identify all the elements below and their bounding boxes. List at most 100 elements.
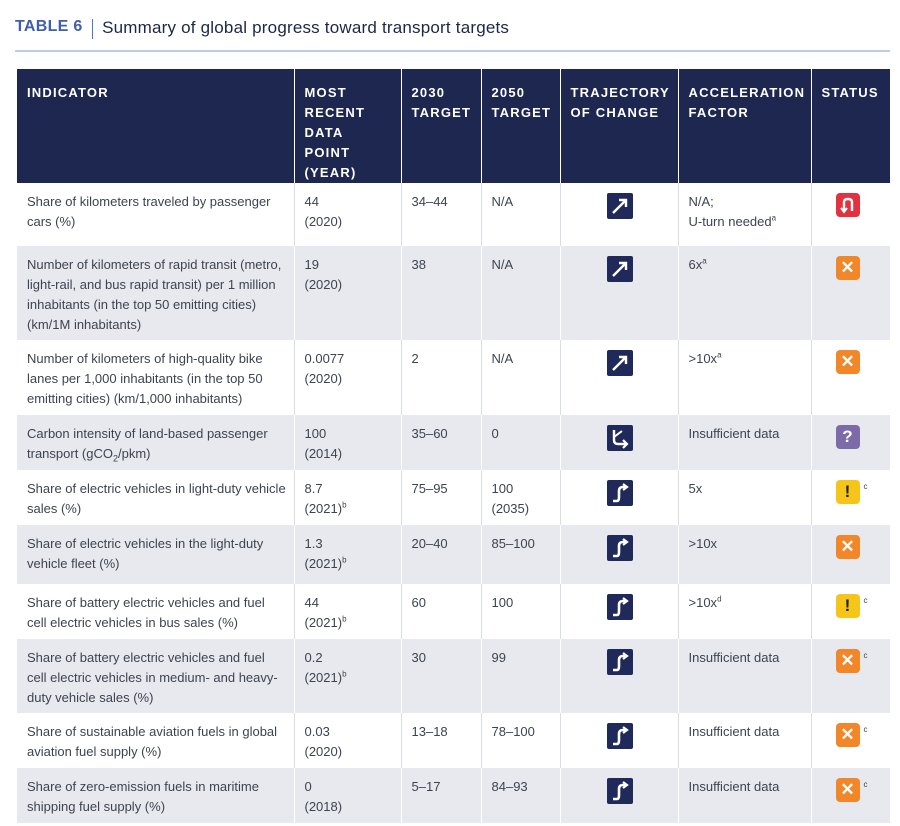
- cell-indicator: Share of electric vehicles in the light-…: [17, 525, 294, 584]
- recent-value: 8.7: [304, 481, 323, 496]
- recent-value: 0.0077: [304, 351, 345, 366]
- s-curve-up-arrow-icon: [606, 535, 633, 561]
- table-row: Carbon intensity of land-based passenger…: [17, 415, 890, 470]
- cell-status: ! c: [810, 470, 890, 525]
- recent-year: (2021): [304, 670, 343, 685]
- x-icon: ✕: [835, 535, 860, 559]
- recent-value: 0: [304, 779, 312, 794]
- cell-acceleration: N/A; U-turn neededa: [677, 183, 811, 246]
- cell-most-recent: 0.03 (2020): [293, 713, 401, 768]
- recent-year: (2021): [304, 501, 343, 516]
- target-2050-year: (2035): [491, 501, 530, 516]
- acceleration-value: Insufficient data: [688, 650, 780, 665]
- header-2050-target: 2050 TARGET: [480, 69, 560, 183]
- recent-value: 0.2: [304, 650, 323, 665]
- cell-status: ?: [810, 415, 890, 470]
- target-2030: 5–17: [411, 779, 441, 794]
- x-icon: ✕: [835, 649, 860, 673]
- cell-2030-target: 13–18: [400, 713, 481, 768]
- cell-indicator: Carbon intensity of land-based passenger…: [17, 415, 294, 470]
- acceleration-line: Insufficient data: [689, 648, 805, 668]
- cell-most-recent: 0 (2018): [293, 768, 401, 823]
- acceleration-value: 5x: [688, 481, 703, 496]
- cell-most-recent: 8.7 (2021)b: [293, 470, 401, 525]
- status-wrap: ✕ c: [835, 722, 868, 747]
- target-2030: 75–95: [411, 481, 448, 496]
- cell-trajectory: [559, 639, 678, 713]
- cell-trajectory: [559, 584, 678, 639]
- diagonal-up-arrow-icon: [606, 256, 633, 282]
- acceleration-line: >10x: [689, 534, 805, 554]
- acceleration-line-2: U-turn neededa: [689, 212, 805, 232]
- cell-acceleration: 6xa: [677, 246, 811, 340]
- cell-trajectory: [559, 246, 678, 340]
- progress-table: INDICATOR MOST RECENT DATA POINT (YEAR) …: [17, 69, 890, 823]
- cell-acceleration: 5x: [677, 470, 811, 525]
- target-2050: 78–100: [491, 724, 535, 739]
- recent-year: (2020): [304, 371, 343, 386]
- acceleration-footnote: d: [717, 594, 722, 604]
- recent-year-line: (2018): [305, 797, 395, 817]
- cell-2050-target: 78–100: [480, 713, 560, 768]
- recent-year-line: (2014): [305, 444, 395, 464]
- header-trajectory: TRAJECTORY OF CHANGE: [559, 69, 678, 183]
- acceleration-line: Insufficient data: [689, 424, 805, 444]
- cell-indicator: Share of kilometers traveled by passenge…: [17, 183, 294, 246]
- cell-trajectory: [559, 415, 678, 470]
- target-2030: 38: [411, 257, 426, 272]
- question-icon: ?: [835, 425, 860, 449]
- status-footnote: c: [863, 596, 868, 605]
- cell-indicator: Share of battery electric vehicles and f…: [17, 584, 294, 639]
- acceleration-line: N/A;: [689, 192, 805, 212]
- recent-value: 0.03: [304, 724, 330, 739]
- title-divider: [91, 19, 94, 39]
- recent-year-line: (2021)b: [305, 668, 395, 688]
- target-2050: 84–93: [491, 779, 528, 794]
- recent-value: 1.3: [304, 536, 323, 551]
- acceleration-value: >10x: [688, 351, 718, 366]
- cell-indicator: Share of zero-emission fuels in maritime…: [17, 768, 294, 823]
- cell-status: ! c: [810, 584, 890, 639]
- s-curve-up-arrow-icon: [606, 778, 633, 804]
- status-wrap: ✕ c: [835, 777, 868, 802]
- cell-most-recent: 19 (2020): [293, 246, 401, 340]
- status-wrap: ✕: [835, 349, 860, 374]
- indicator-text: Share of kilometers traveled by passenge…: [27, 194, 271, 229]
- acceleration-value: 6x: [688, 257, 703, 272]
- recent-value: 19: [304, 257, 319, 272]
- status-footnote: c: [863, 651, 868, 660]
- target-2050: 85–100: [491, 536, 535, 551]
- cell-most-recent: 0.0077 (2020): [293, 340, 401, 415]
- recent-footnote: b: [342, 614, 347, 624]
- recent-year-line: (2020): [305, 212, 395, 232]
- indicator-tail: /pkm): [118, 446, 151, 461]
- cell-status: ✕: [810, 246, 890, 340]
- header-most-recent: MOST RECENT DATA POINT (YEAR): [293, 69, 401, 183]
- indicator-text: Number of kilometers of rapid transit (m…: [27, 257, 282, 332]
- acceleration-line: >10xa: [689, 349, 805, 369]
- cell-status: ✕: [810, 525, 890, 584]
- cell-2050-target: 85–100: [480, 525, 560, 584]
- target-2030: 30: [411, 650, 426, 665]
- recent-footnote: b: [342, 500, 347, 510]
- cell-trajectory: [559, 470, 678, 525]
- recent-year: (2018): [304, 799, 343, 814]
- recent-year-line: (2021)b: [305, 499, 395, 519]
- recent-value: 44: [304, 595, 319, 610]
- cell-2050-target: N/A: [480, 246, 560, 340]
- indicator-text: Number of kilometers of high-quality bik…: [27, 351, 263, 406]
- cell-most-recent: 44 (2021)b: [293, 584, 401, 639]
- indicator-text: Share of battery electric vehicles and f…: [27, 650, 278, 705]
- indicator-subscript: 2: [112, 453, 118, 464]
- cell-status: [810, 183, 890, 246]
- s-curve-up-arrow-icon: [606, 723, 633, 749]
- table-row: Share of electric vehicles in the light-…: [17, 525, 890, 584]
- target-2050: 100: [491, 595, 514, 610]
- cell-most-recent: 100 (2014): [293, 415, 401, 470]
- cell-trajectory: [559, 183, 678, 246]
- acceleration-line: >10xd: [689, 593, 805, 613]
- cell-status: ✕: [810, 340, 890, 415]
- cell-acceleration: Insufficient data: [677, 415, 811, 470]
- x-icon: ✕: [835, 350, 860, 374]
- cell-2050-target: N/A: [480, 183, 560, 246]
